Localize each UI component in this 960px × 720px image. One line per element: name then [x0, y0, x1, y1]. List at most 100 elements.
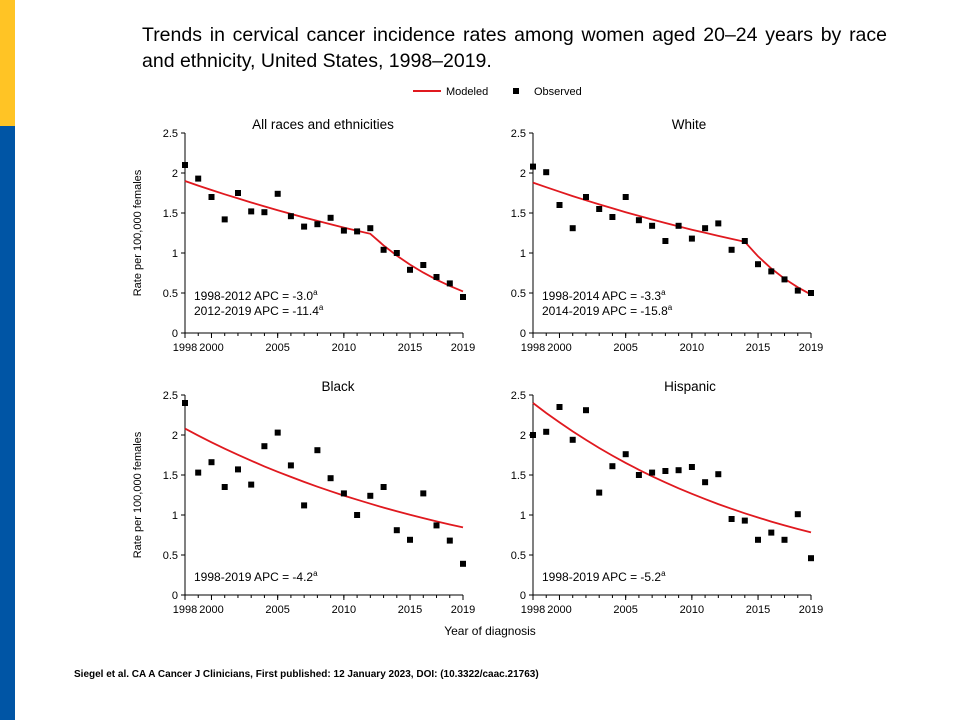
- x-tick-label: 1998: [521, 342, 545, 354]
- y-tick-label: 2.5: [163, 390, 178, 402]
- modeled-line: [184, 427, 464, 529]
- y-axis-label-bottom: Rate per 100,000 females: [132, 431, 144, 558]
- observed-point: [755, 261, 761, 268]
- y-tick-label: 1: [172, 510, 178, 522]
- observed-point: [675, 222, 682, 229]
- observed-point: [530, 163, 536, 170]
- observed-point: [433, 274, 440, 280]
- observed-point: [768, 268, 775, 275]
- observed-point: [569, 436, 576, 443]
- observed-point: [407, 536, 413, 543]
- observed-point: [622, 451, 629, 458]
- observed-point: [182, 400, 188, 406]
- y-tick-label: 1.5: [511, 470, 526, 482]
- x-tick-label: 2010: [680, 342, 704, 354]
- observed-point: [781, 276, 788, 283]
- observed-point: [530, 432, 536, 438]
- y-tick-label: 0: [520, 328, 526, 340]
- chart-panel-4: 0 0.5 1 1.5 2 2.5 1998 2000 2005 2010 2015 2019 Hisp…: [511, 379, 824, 616]
- x-tick-label: 2000: [547, 342, 571, 354]
- y-tick-label: 1.5: [163, 208, 178, 220]
- observed-point: [781, 536, 788, 543]
- observed-point: [583, 194, 589, 200]
- y-tick-label: 1: [520, 248, 526, 260]
- legend-observed-marker: [513, 88, 519, 94]
- observed-point: [635, 217, 642, 224]
- y-tick-label: 0: [172, 590, 178, 602]
- x-tick-label: 2000: [199, 342, 223, 354]
- x-tick-label: 2019: [451, 342, 475, 354]
- legend: Modeled Observed: [413, 86, 582, 98]
- chart-title: All races and ethnicities: [252, 117, 394, 132]
- observed-point: [208, 194, 215, 200]
- observed-point: [327, 475, 334, 482]
- observed-point: [301, 502, 308, 509]
- apc-annotation: 1998-2012 APC = -3.0a: [194, 288, 318, 303]
- observed-point: [446, 537, 453, 544]
- observed-point: [460, 294, 466, 300]
- x-tick-label: 2000: [199, 604, 223, 616]
- observed-point: [662, 468, 669, 474]
- modeled-line: [184, 180, 464, 293]
- observed-point: [649, 222, 656, 229]
- observed-point: [182, 162, 188, 168]
- observed-point: [649, 469, 656, 476]
- x-tick-label: 1998: [521, 604, 545, 616]
- apc-annotation: 2014-2019 APC = -15.8a: [542, 303, 673, 318]
- y-tick-label: 2: [172, 430, 178, 442]
- observed-point: [728, 516, 735, 522]
- y-tick-label: 0: [520, 590, 526, 602]
- x-tick-label: 2000: [547, 604, 571, 616]
- observed-point: [208, 459, 215, 466]
- observed-point: [354, 228, 361, 235]
- observed-point: [261, 209, 268, 216]
- x-tick-label: 2010: [680, 604, 704, 616]
- y-tick-label: 2: [172, 168, 178, 180]
- x-tick-label: 2019: [451, 604, 475, 616]
- observed-point: [420, 262, 427, 268]
- y-tick-label: 1.5: [163, 470, 178, 482]
- slide-title: Trends in cervical cancer incidence rate…: [142, 24, 887, 72]
- x-tick-label: 2019: [799, 342, 823, 354]
- observed-point: [702, 225, 709, 232]
- x-tick-label: 1998: [173, 342, 197, 354]
- side-accent-bar: [0, 0, 15, 720]
- y-tick-label: 2.5: [511, 128, 526, 140]
- accent-bar-yellow: [0, 0, 15, 126]
- observed-point: [340, 490, 347, 497]
- observed-point: [340, 227, 347, 234]
- citation: Siegel et al. CA A Cancer J Clinicians, …: [74, 669, 539, 680]
- chart-title: Black: [321, 379, 354, 394]
- observed-point: [609, 214, 616, 220]
- observed-point: [596, 489, 603, 496]
- observed-point: [221, 216, 228, 223]
- x-tick-label: 2019: [799, 604, 823, 616]
- y-tick-label: 0: [172, 328, 178, 340]
- observed-point: [195, 175, 202, 182]
- observed-point: [287, 213, 294, 220]
- observed-point: [808, 555, 814, 562]
- chart-panel-2: 0 0.5 1 1.5 2 2.5 1998 2000 2005 2010 2015 2019 Whit…: [511, 117, 824, 354]
- observed-point: [543, 428, 550, 435]
- x-tick-label: 2015: [746, 604, 770, 616]
- y-tick-label: 2.5: [163, 128, 178, 140]
- x-tick-label: 2005: [613, 342, 637, 354]
- observed-point: [274, 429, 281, 436]
- y-tick-label: 2.5: [511, 390, 526, 402]
- observed-point: [314, 221, 321, 228]
- observed-point: [327, 214, 334, 221]
- observed-point: [741, 238, 748, 244]
- x-tick-label: 1998: [173, 604, 197, 616]
- modeled-line: [532, 181, 812, 296]
- x-tick-label: 2015: [398, 604, 422, 616]
- observed-point: [622, 194, 629, 200]
- observed-point: [235, 466, 241, 473]
- modeled-line: [532, 402, 812, 534]
- y-tick-label: 0.5: [163, 288, 178, 300]
- y-tick-label: 0.5: [163, 550, 178, 562]
- observed-point: [248, 208, 255, 215]
- y-tick-label: 2: [520, 168, 526, 180]
- observed-point: [380, 246, 387, 253]
- chart-panel-3: 0 0.5 1 1.5 2 2.5 1998 2000 2005 2010 2015 2019 Blac…: [163, 379, 476, 616]
